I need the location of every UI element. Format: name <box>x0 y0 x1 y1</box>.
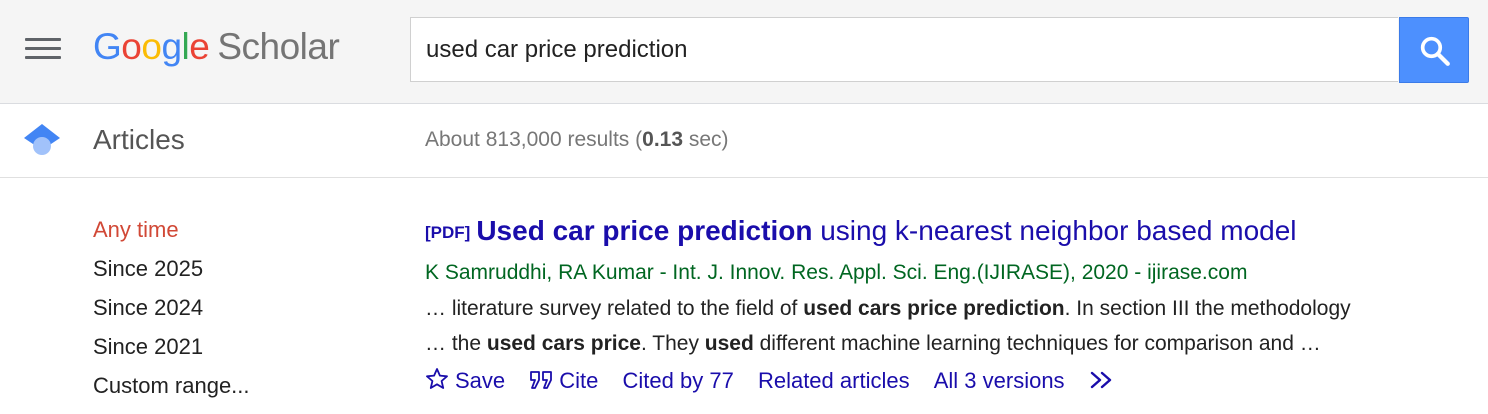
filter-since-2024[interactable]: Since 2024 <box>93 295 204 320</box>
search-input[interactable] <box>426 18 1386 81</box>
search-icon <box>1420 36 1450 66</box>
search-result: [PDF] Used car price prediction using k-n… <box>425 209 1485 399</box>
cited-by-link[interactable]: Cited by 77 <box>622 368 734 394</box>
filter-since-2021[interactable]: Since 2021 <box>93 334 204 359</box>
search-button[interactable] <box>1399 17 1469 83</box>
save-button[interactable]: Save <box>425 363 505 399</box>
all-versions-link[interactable]: All 3 versions <box>933 368 1065 394</box>
filter-custom-range[interactable]: Custom range... <box>93 373 250 398</box>
result-title-link[interactable]: Used car price prediction using k-neares… <box>476 215 1297 246</box>
results-count: About 813,000 results (0.13 sec) <box>425 128 729 151</box>
graduation-cap-icon <box>24 124 60 155</box>
more-options-icon[interactable] <box>1089 363 1123 399</box>
search-box <box>410 17 1398 82</box>
google-scholar-logo[interactable]: Google Scholar <box>93 26 340 67</box>
quote-icon <box>530 371 553 390</box>
cite-button[interactable]: Cite <box>529 363 598 399</box>
result-authors: K Samruddhi, RA Kumar - Int. J. Innov. R… <box>425 261 1248 284</box>
result-snippet: … literature survey related to the field… <box>425 297 1351 355</box>
header-bar: Google Scholar <box>0 0 1488 104</box>
menu-icon[interactable] <box>25 38 61 60</box>
star-icon <box>426 368 448 390</box>
section-label: Articles <box>93 124 185 155</box>
subheader: Articles About 813,000 results (0.13 sec… <box>0 104 1488 178</box>
filter-since-2025[interactable]: Since 2025 <box>93 256 204 281</box>
related-articles-link[interactable]: Related articles <box>757 368 910 394</box>
result-actions: Save Cite Cited by 77 Related articles A… <box>425 362 1485 399</box>
time-filter-sidebar: Any time Since 2025 Since 2024 Since 202… <box>93 210 250 405</box>
result-title: [PDF] Used car price prediction using k-n… <box>425 209 1485 255</box>
pdf-tag[interactable]: [PDF] <box>425 223 471 242</box>
filter-any-time[interactable]: Any time <box>93 217 179 242</box>
